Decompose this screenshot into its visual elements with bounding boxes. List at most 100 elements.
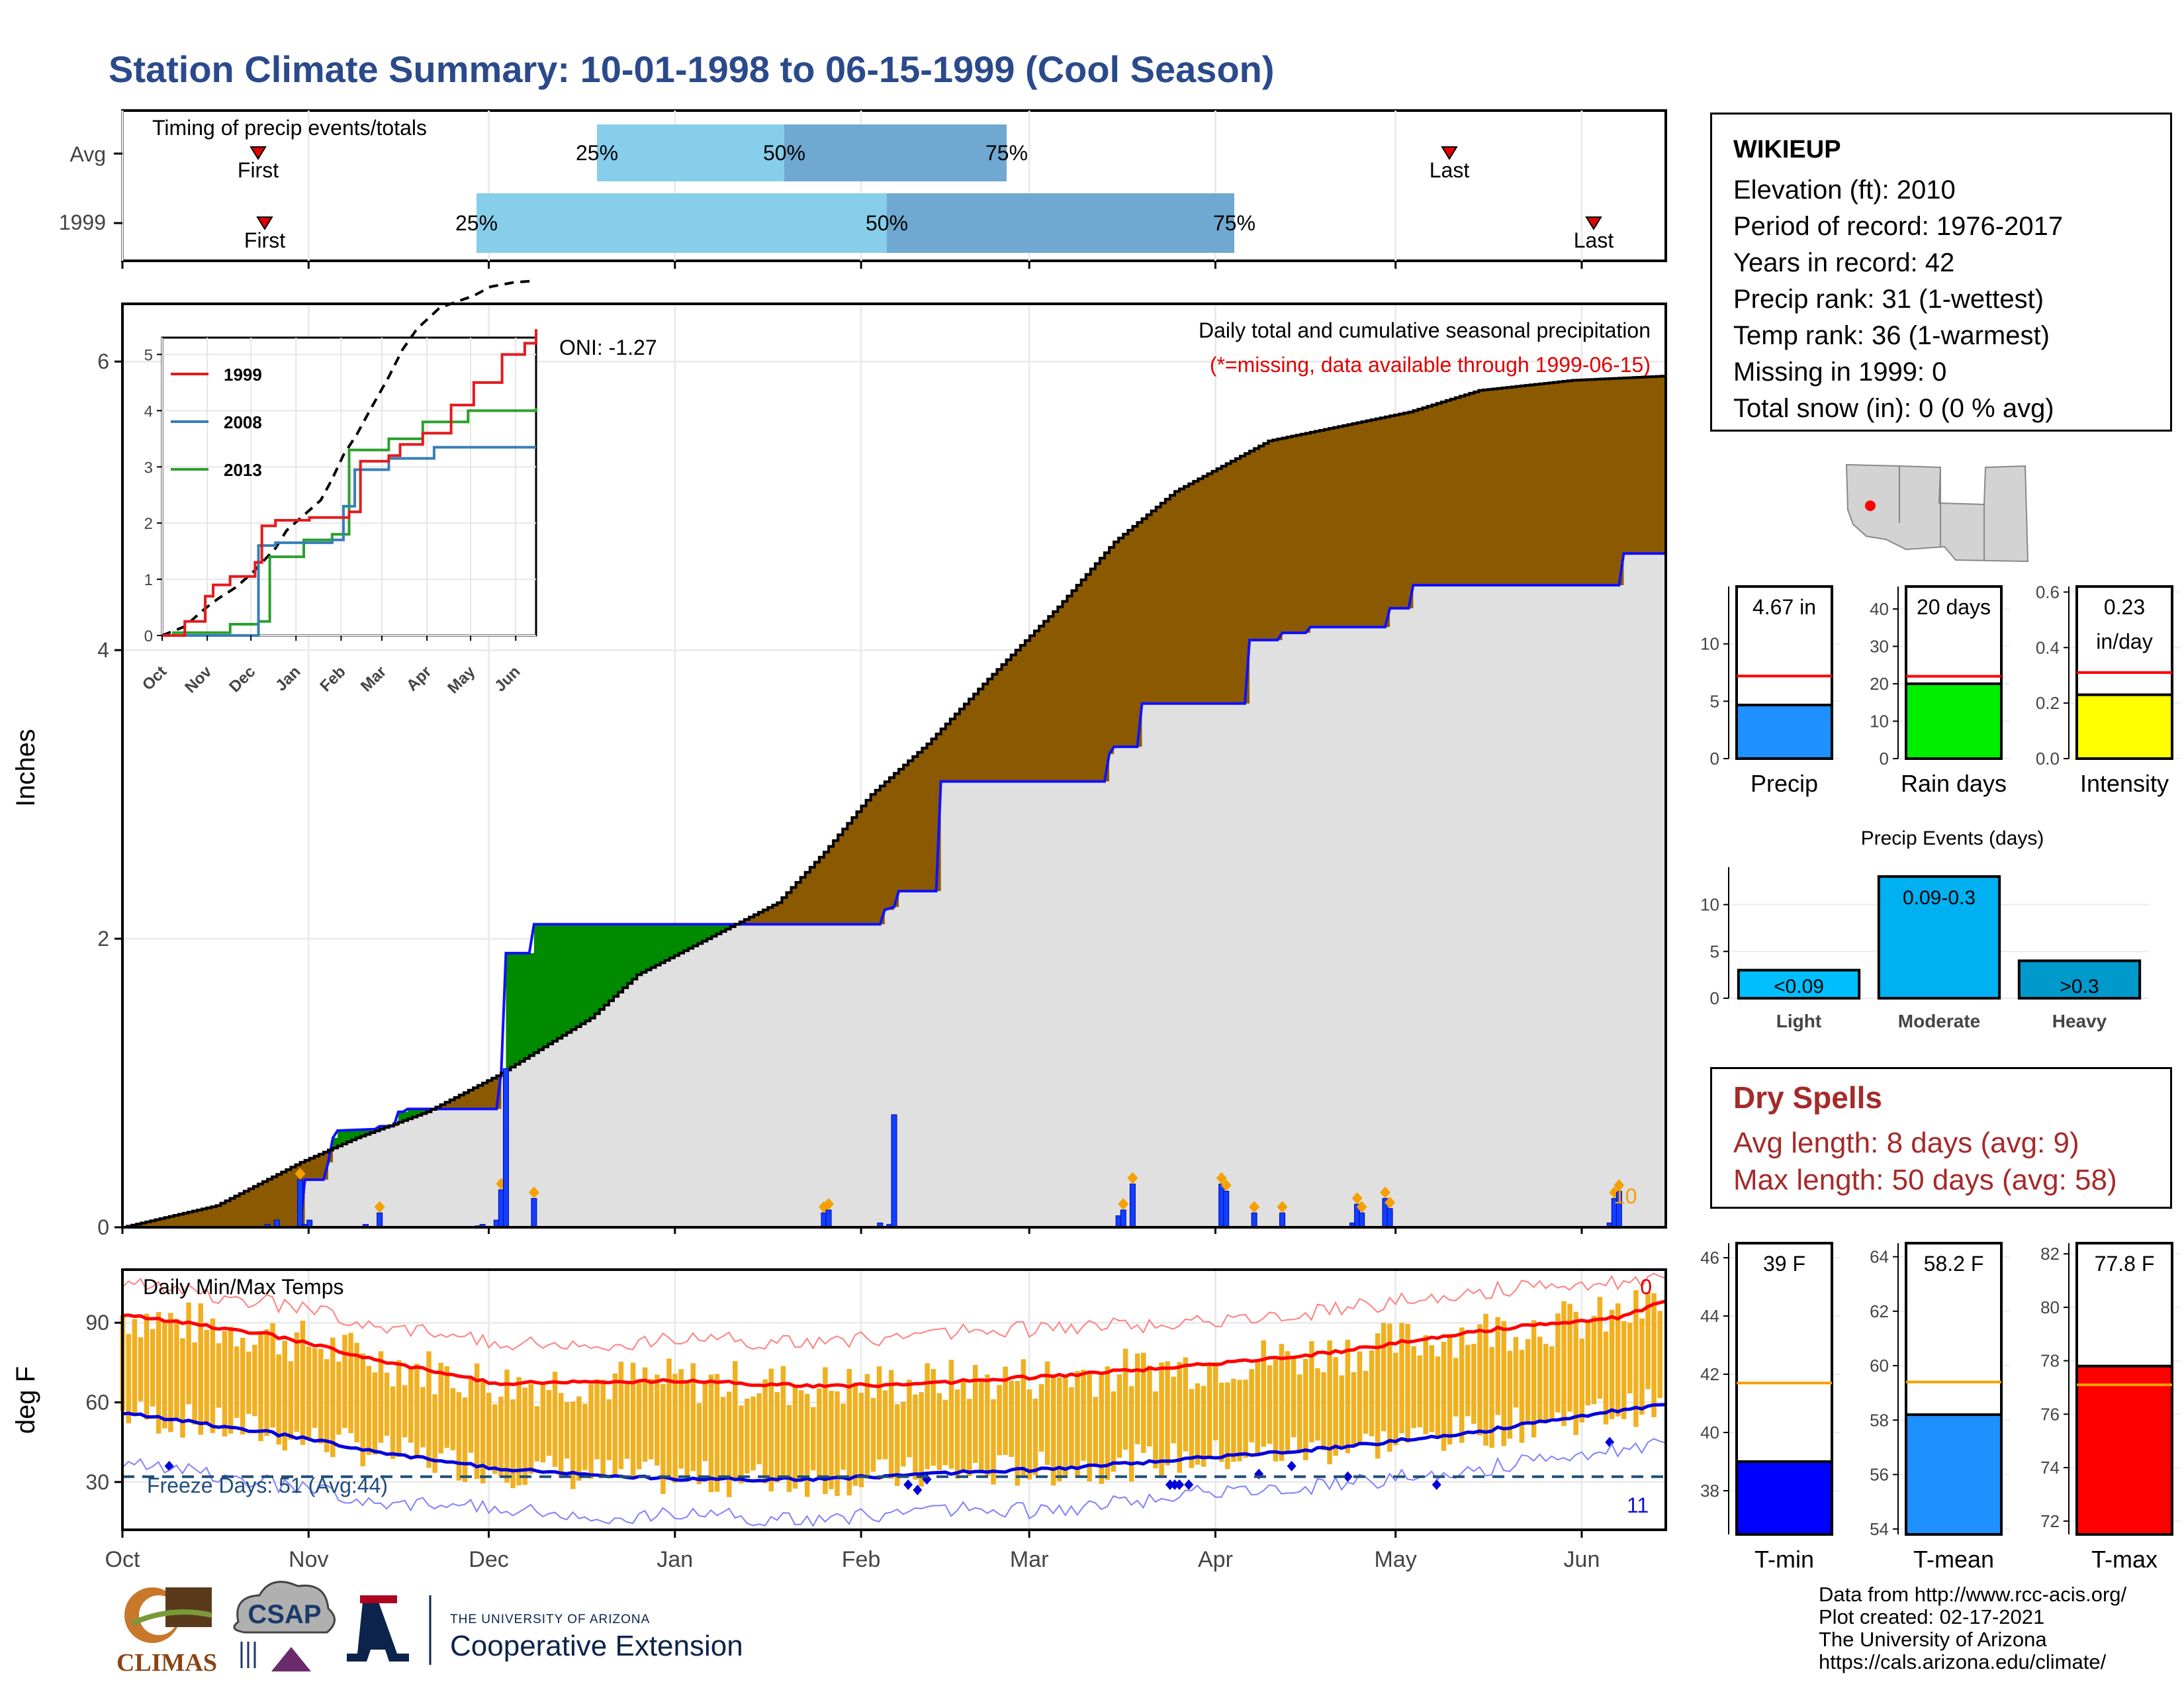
temp-daily-bar [1087, 1374, 1092, 1482]
temp-daily-bar [456, 1391, 462, 1481]
temp-daily-bar [1465, 1344, 1471, 1417]
temp-daily-bar [354, 1342, 359, 1442]
temp-daily-bar [636, 1381, 642, 1470]
temp-daily-bar [180, 1338, 185, 1438]
temp-daily-bar [762, 1379, 768, 1483]
events-title: Precip Events (days) [1861, 827, 2044, 849]
observed-cumulative-line [122, 552, 1666, 1229]
temp-daily-bar [708, 1374, 714, 1493]
temp-daily-bar [1459, 1327, 1465, 1443]
summary-panel-t-mean: 54 56 58 60 62 64 58.2 F T-mean [1870, 1242, 2009, 1573]
summary-value-label: 58.2 F [1924, 1252, 1984, 1276]
temp-daily-bar [528, 1383, 534, 1474]
temp-daily-bar [786, 1405, 792, 1492]
precip-events-chart: Precip Events (days) 0 5 10 <0.09 Light 0.09-0… [1700, 827, 2150, 1031]
temp-daily-bar [1297, 1374, 1302, 1451]
temp-daily-bar [841, 1403, 846, 1470]
temp-daily-bar [1201, 1385, 1206, 1467]
temp-daily-bar [979, 1379, 984, 1471]
precip-ytick-label: 0 [97, 1215, 109, 1239]
temp-daily-bar [931, 1369, 936, 1466]
temp-daily-bar [1405, 1323, 1410, 1443]
precip-event-marker [1385, 1196, 1396, 1209]
temp-daily-bar [210, 1318, 216, 1433]
timing-1999-q1-bar [477, 193, 887, 253]
climas-logo: CLIMAS [116, 1587, 217, 1677]
temp-daily-bar [745, 1398, 750, 1474]
temp-daily-bar [684, 1381, 690, 1481]
temp-daily-bar [1621, 1321, 1627, 1419]
temp-daily-bar [1081, 1370, 1086, 1461]
temp-daily-bar [739, 1405, 744, 1484]
temp-daily-bar [330, 1337, 336, 1458]
inset-normal-line [161, 279, 537, 637]
temp-daily-bar [1357, 1351, 1363, 1444]
csap-logo-text: CSAP [248, 1600, 321, 1629]
month-label-Oct: Oct [105, 1547, 140, 1572]
temp-daily-bar [1050, 1374, 1056, 1486]
summary-value-label: 20 days [1917, 595, 1991, 619]
temp-daily-bar [246, 1351, 251, 1414]
timing-row-1999-label: 1999 [59, 211, 106, 234]
temp-daily-bar [1261, 1340, 1267, 1447]
temp-daily-bar [1531, 1320, 1537, 1438]
temp-daily-bar [642, 1367, 648, 1462]
temp-daily-bar [498, 1396, 504, 1477]
temp-daily-bar [811, 1407, 816, 1471]
timing-1999-first: First [244, 228, 285, 252]
temp-daily-bar [1195, 1383, 1201, 1465]
temp-daily-bar [360, 1353, 365, 1467]
record-low-marker [1343, 1471, 1353, 1482]
record-low-marker [1170, 1479, 1179, 1490]
temp-daily-bar [1057, 1377, 1062, 1481]
timing-avg-q50: 50% [763, 141, 805, 165]
timing-1999-q2-bar [887, 193, 1234, 253]
temp-daily-bar [366, 1366, 372, 1455]
temp-daily-bar [655, 1374, 660, 1466]
temp-daily-bar [954, 1389, 960, 1479]
temp-daily-bar [1116, 1374, 1122, 1458]
temp-daily-bar [991, 1399, 996, 1485]
legend-2008: 2008 [224, 412, 262, 432]
tmax-normal-line [122, 1299, 1666, 1389]
temp-daily-bar [1447, 1334, 1453, 1445]
dry-spells-box: Dry Spells Avg length: 8 days (avg: 9) M… [1710, 1067, 2172, 1209]
temp-daily-bar [829, 1391, 834, 1489]
tmin-normal-line [122, 1403, 1666, 1483]
precip-event-marker [1249, 1201, 1260, 1213]
precip-daily-bar [1120, 1209, 1126, 1228]
temp-daily-bar [450, 1387, 456, 1450]
summary-value-label: in/day [2096, 630, 2152, 653]
temp-daily-bar [1471, 1344, 1477, 1425]
temp-daily-bar [234, 1346, 240, 1419]
summary-ytick-label: 40 [1700, 1423, 1719, 1442]
temp-daily-bar [1417, 1355, 1422, 1428]
dry-spells-avg: Avg length: 8 days (avg: 9) [1733, 1127, 2079, 1159]
month-label-Dec: Dec [469, 1547, 508, 1572]
summary-value-label: 0.23 [2104, 595, 2145, 619]
station-info-box: WIKIEUP Elevation (ft): 2010 Period of r… [1710, 113, 2172, 432]
inset-ytick-label: 2 [144, 515, 153, 533]
last-marker-avg [1441, 146, 1458, 160]
legend-2013: 2013 [224, 460, 262, 480]
precip-daily-bar [1251, 1212, 1257, 1228]
summary-ytick-label: 62 [1870, 1301, 1889, 1321]
tmin-record-line [122, 1438, 1666, 1528]
temp-daily-bar [1489, 1346, 1494, 1448]
temp-daily-bar [1111, 1391, 1116, 1472]
temp-daily-bar [672, 1374, 678, 1483]
temp-daily-bar [486, 1393, 492, 1468]
precip-daily-bar [502, 1068, 509, 1228]
temp-daily-bar [1219, 1382, 1224, 1462]
credit-university: The University of Arizona [1819, 1628, 2047, 1651]
record-low-marker [913, 1484, 923, 1495]
month-label-Nov: Nov [289, 1547, 328, 1572]
temp-daily-bar [666, 1358, 672, 1477]
summary-bar [1905, 682, 2003, 761]
temp-daily-bar [1032, 1398, 1038, 1476]
month-label-Feb: Feb [842, 1547, 881, 1572]
month-axis: Oct Nov Dec Jan Feb Mar Apr May Jun [105, 1530, 1600, 1572]
timing-avg-q75: 75% [985, 141, 1028, 165]
temp-daily-bar [1273, 1359, 1279, 1462]
temp-daily-bar [835, 1391, 840, 1496]
